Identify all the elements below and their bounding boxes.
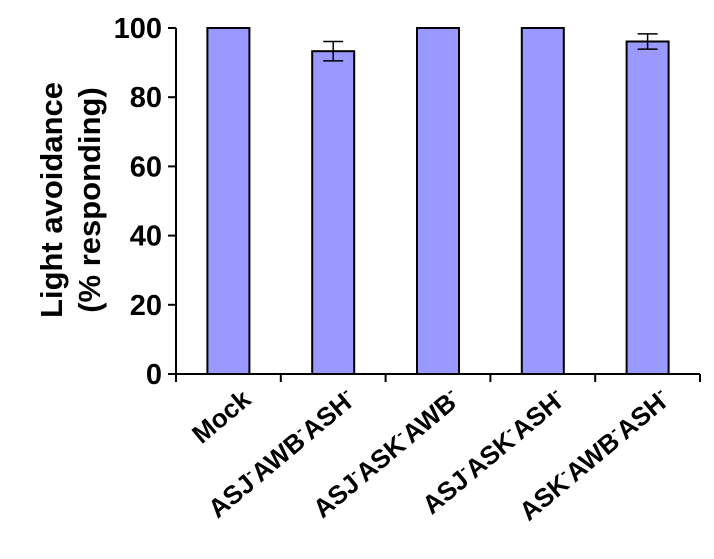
bar xyxy=(625,40,670,376)
y-tick-label: 80 xyxy=(130,82,162,114)
y-axis-title-line-1: Light avoidance xyxy=(34,82,69,318)
bar xyxy=(520,27,565,375)
label-part: Mock xyxy=(186,383,257,449)
y-tick-label: 60 xyxy=(130,151,162,183)
y-axis-title-line-2: (% responding) xyxy=(72,87,107,313)
y-axis-title: Light avoidance (% responding) xyxy=(34,82,107,318)
plot-area: 020406080100MockASJ-AWB-ASH-ASJ-ASK-AWB-… xyxy=(114,13,701,526)
y-tick-label: 40 xyxy=(130,221,162,253)
bar xyxy=(206,27,251,375)
bar xyxy=(416,27,460,375)
bar xyxy=(311,50,356,375)
y-tick-label: 100 xyxy=(114,13,162,45)
y-tick-label: 0 xyxy=(146,359,162,391)
x-tick-label: Mock xyxy=(186,383,257,449)
y-tick-label: 20 xyxy=(130,290,162,322)
